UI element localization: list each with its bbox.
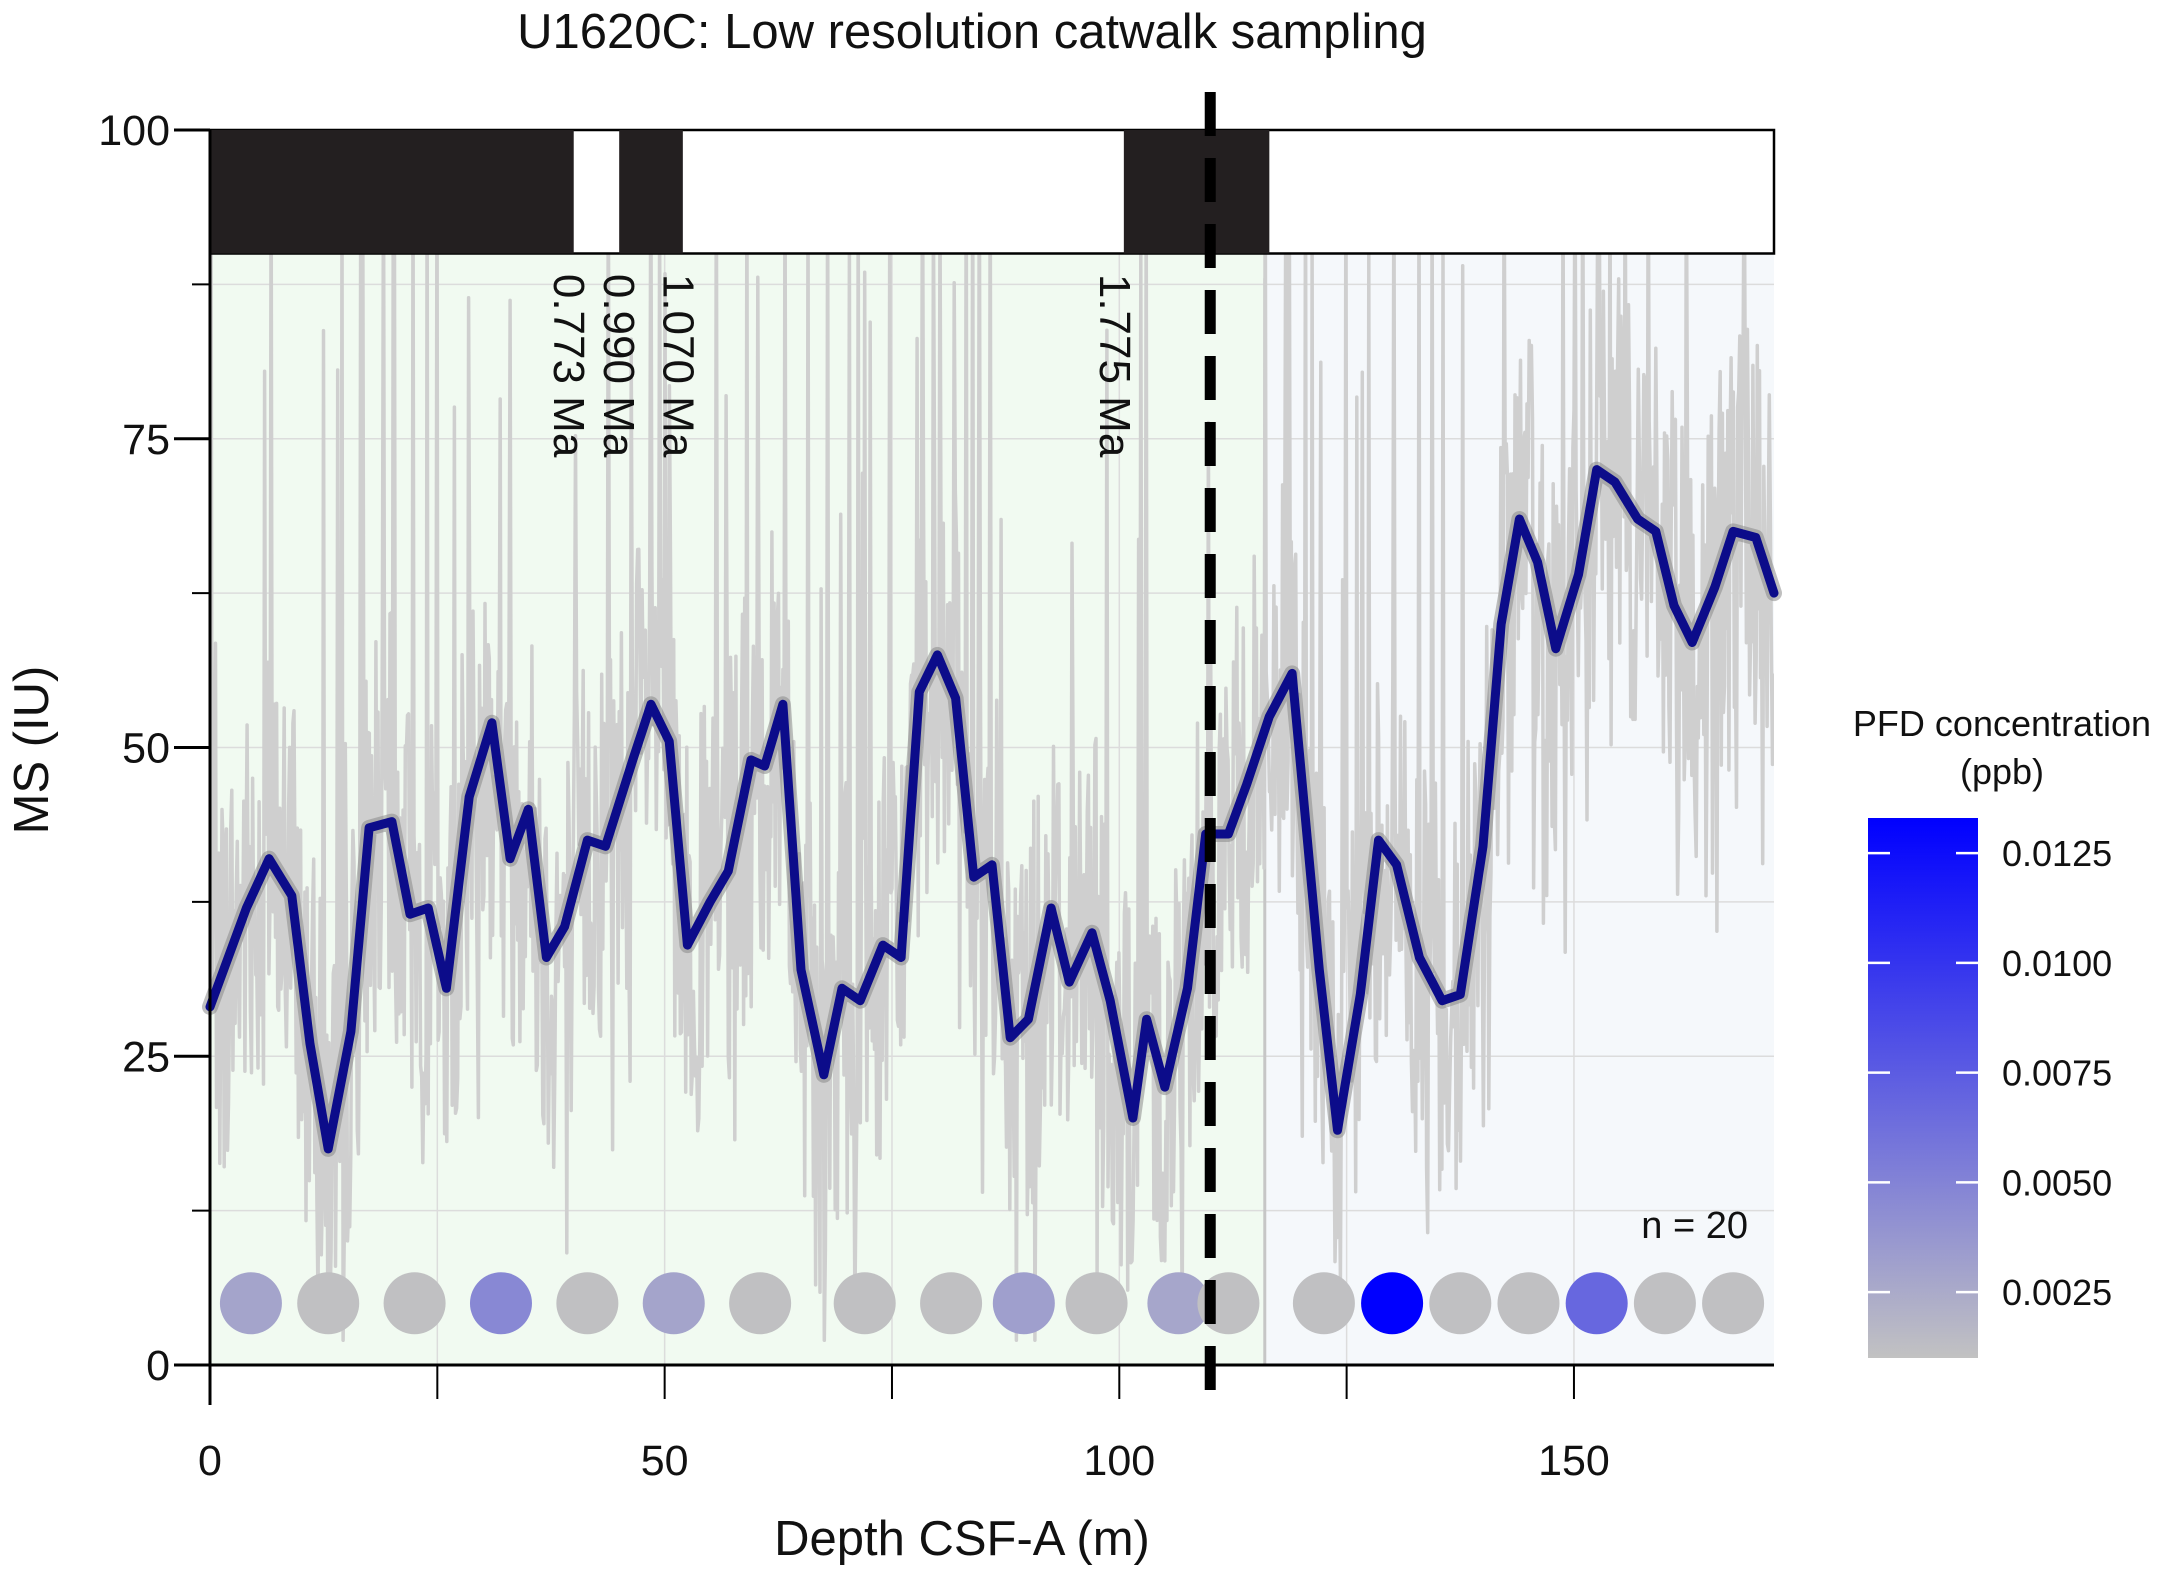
pfd-sample-point [1497, 1272, 1560, 1335]
chart-title: U1620C: Low resolution catwalk sampling [517, 5, 1427, 59]
pfd-sample-point [920, 1272, 983, 1335]
x-axis-label: Depth CSF-A (m) [774, 1512, 1150, 1566]
pfd-sample-point [642, 1272, 705, 1335]
pfd-sample-point [1147, 1272, 1210, 1335]
chron-label: 0.773 Ma [544, 274, 593, 458]
colorbar-tick-label: 0.0075 [2002, 1053, 2112, 1094]
pfd-sample-point [1429, 1272, 1492, 1335]
polarity-normal-interval [1123, 130, 1270, 254]
pfd-sample-point [383, 1272, 446, 1335]
colorbar-title-line1: PFD concentration [1853, 703, 2151, 744]
y-tick-label: 75 [122, 416, 170, 464]
pfd-sample-point [1065, 1272, 1128, 1335]
pfd-sample-point [556, 1272, 619, 1335]
colorbar-gradient [1868, 818, 1978, 1358]
x-tick-label: 50 [641, 1437, 689, 1485]
y-tick-label: 25 [122, 1033, 170, 1081]
colorbar-tick-label: 0.0125 [2002, 833, 2112, 874]
pfd-sample-point [1702, 1272, 1765, 1335]
y-tick-label: 0 [146, 1342, 170, 1390]
pfd-sample-point [1565, 1272, 1628, 1335]
pfd-sample-point [469, 1272, 532, 1335]
colorbar-tick-label: 0.0050 [2002, 1162, 2112, 1203]
pfd-sample-point [297, 1272, 360, 1335]
pfd-sample-point [1292, 1272, 1355, 1335]
pfd-sample-point [833, 1272, 896, 1335]
y-tick-label: 50 [122, 725, 170, 773]
colorbar-tick-label: 0.0025 [2002, 1272, 2112, 1313]
x-tick-label: 150 [1538, 1437, 1610, 1485]
x-tick-label: 100 [1083, 1437, 1155, 1485]
polarity-normal-interval [619, 130, 683, 254]
colorbar: PFD concentration (ppb) 0.00250.00500.00… [1853, 703, 2151, 1358]
pfd-sample-point [1633, 1272, 1696, 1335]
chron-label: 0.990 Ma [594, 274, 643, 458]
x-tick-label: 0 [198, 1437, 222, 1485]
smoothed-ms-line [205, 465, 1779, 1154]
chron-label: 1.775 Ma [1090, 274, 1139, 458]
y-tick-label: 100 [98, 107, 170, 155]
polarity-bar [208, 128, 1776, 255]
chron-labels: 0.773 Ma 0.990 Ma 1.070 Ma 1.775 Ma [544, 274, 1139, 458]
pfd-sample-point [219, 1272, 282, 1335]
colorbar-title-line2: (ppb) [1960, 751, 2044, 792]
axes: 0 50 100 150 0 25 50 75 100 [98, 107, 1774, 1485]
chron-label: 1.070 Ma [653, 274, 702, 458]
pfd-sample-point [729, 1272, 792, 1335]
polarity-normal-interval [210, 130, 574, 254]
colorbar-tick-label: 0.0100 [2002, 943, 2112, 984]
pfd-sample-point [1361, 1272, 1424, 1335]
sample-count-label: n = 20 [1641, 1205, 1748, 1247]
pfd-sample-points [219, 1272, 1765, 1335]
colorbar-ticks: 0.0025 0.0050 0.0075 0.0100 0.0125 [1868, 833, 2112, 1313]
y-axis-label: MS (IU) [5, 666, 59, 835]
pfd-sample-point [992, 1272, 1055, 1335]
